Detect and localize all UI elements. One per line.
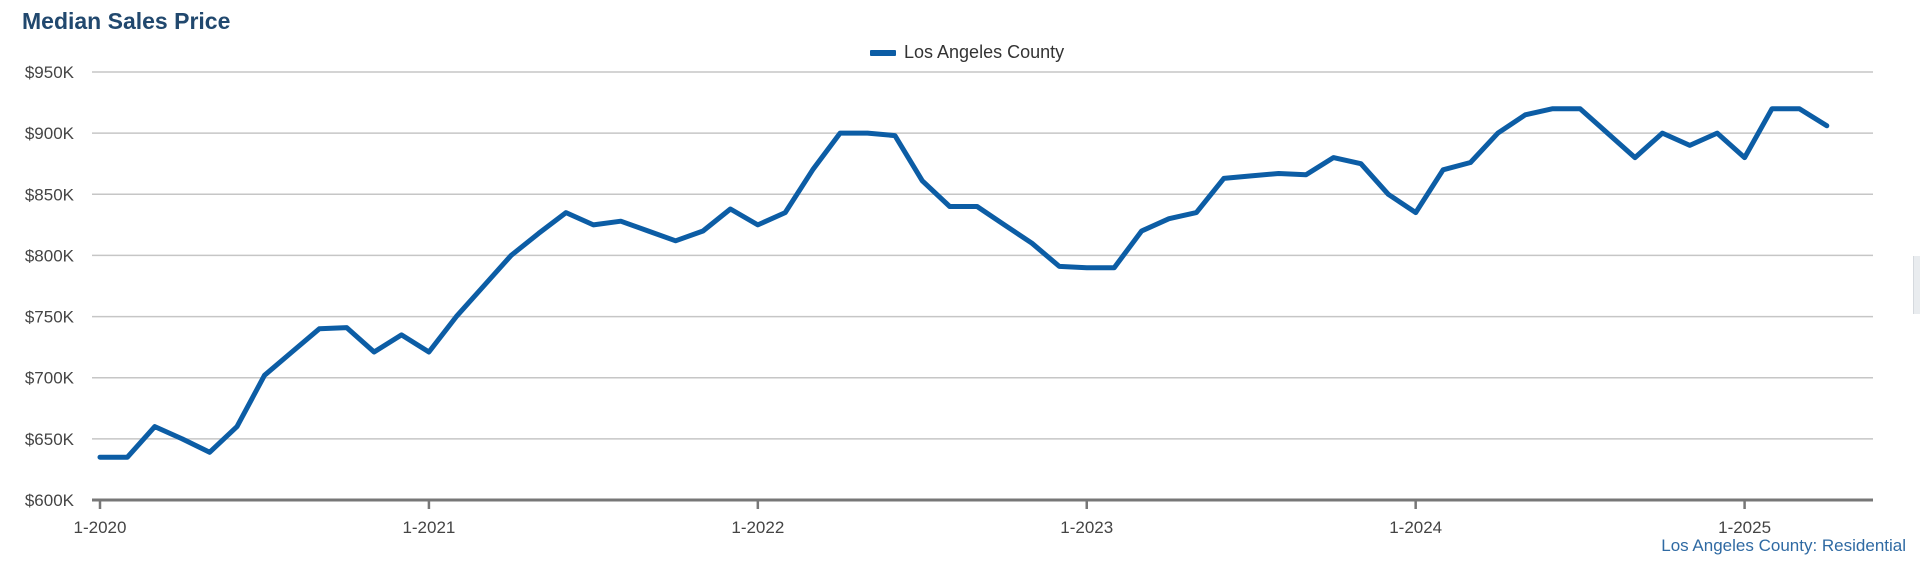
y-tick-label: $900K [25, 124, 75, 143]
x-tick-label: 1-2023 [1060, 518, 1113, 537]
x-tick-label: 1-2025 [1718, 518, 1771, 537]
gridlines [92, 71, 1873, 440]
y-tick-label: $800K [25, 246, 75, 265]
x-tick-label: 1-2020 [74, 518, 127, 537]
chart-footer-note: Los Angeles County: Residential [1661, 536, 1906, 555]
chart-title: Median Sales Price [22, 8, 231, 34]
y-tick-label: $750K [25, 308, 75, 327]
y-tick-label: $600K [25, 491, 75, 510]
series-line-los-angeles-county [97, 106, 1830, 460]
y-tick-label: $950K [25, 63, 75, 82]
x-tick-label: 1-2024 [1389, 518, 1442, 537]
y-axis-ticks: $950K $900K $850K $800K $750K $700K $650K $600K [25, 63, 75, 510]
x-tick-label: 1-2022 [731, 518, 784, 537]
legend[interactable]: Los Angeles County [870, 42, 1064, 63]
legend-swatch-icon [870, 49, 896, 56]
x-tick-label: 1-2021 [402, 518, 455, 537]
y-tick-label: $850K [25, 185, 75, 204]
y-tick-label: $650K [25, 430, 75, 449]
y-tick-label: $700K [25, 369, 75, 388]
x-axis-ticks: 1-2020 1-2021 1-2022 1-2023 1-2024 1-2025 [74, 500, 1771, 537]
scroll-handle[interactable] [1913, 256, 1920, 314]
legend-label-los-angeles-county: Los Angeles County [904, 42, 1065, 62]
